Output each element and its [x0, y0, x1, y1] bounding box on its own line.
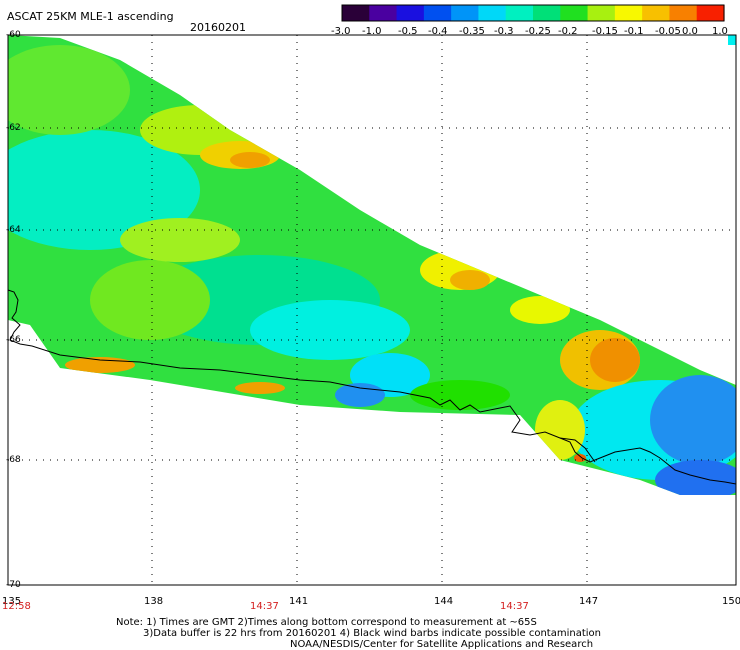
colorbar-swatch — [451, 5, 480, 21]
y-tick-label: -62 — [6, 123, 21, 133]
colorbar-swatch — [669, 5, 698, 21]
y-tick-label: -64 — [6, 225, 21, 235]
colorbar-swatch — [533, 5, 561, 21]
colorbar-swatch — [423, 5, 452, 21]
colorbar-label: 1.0 — [712, 26, 728, 37]
y-tick-label: -68 — [6, 455, 21, 465]
coastline-inlet — [559, 437, 596, 463]
colorbar-swatch — [369, 5, 398, 21]
y-tick-label: -70 — [6, 580, 21, 590]
colorbar — [341, 4, 725, 22]
footer-note-1: Note: 1) Times are GMT 2)Times along bot… — [116, 617, 537, 628]
x-tick-label: 144 — [434, 596, 454, 607]
colorbar-label: -1.0 — [362, 26, 382, 37]
colorbar-swatch — [587, 5, 616, 21]
colorbar-label: -0.25 — [525, 26, 551, 37]
x-tick-label: 147 — [579, 596, 599, 607]
colorbar-swatch — [560, 5, 589, 21]
y-tick-label: -66 — [6, 335, 21, 345]
colorbar-swatch — [614, 5, 643, 21]
map-date: 20160201 — [190, 21, 246, 34]
colorbar-label: -0.1 — [624, 26, 644, 37]
colorbar-label: -0.5 — [398, 26, 418, 37]
colorbar-swatch — [642, 5, 671, 21]
time-label: 14:37 — [500, 601, 529, 612]
colorbar-label: -0.15 — [592, 26, 618, 37]
colorbar-frame — [341, 4, 725, 22]
time-label: 14:37 — [250, 601, 279, 612]
colorbar-label: -0.35 — [459, 26, 485, 37]
x-tick-label: 141 — [289, 596, 309, 607]
colorbar-label: -0.05 — [655, 26, 681, 37]
x-tick-label: 135 — [2, 596, 22, 607]
coastline — [7, 289, 737, 485]
colorbar-swatch — [478, 5, 507, 21]
x-tick-label: 150 — [722, 596, 740, 607]
edge-pixel — [728, 35, 736, 45]
footer-note-2: 3)Data buffer is 22 hrs from 20160201 4)… — [143, 628, 601, 639]
time-label: 12:58 — [2, 601, 31, 612]
grid-lines — [8, 35, 736, 585]
colorbar-swatch — [396, 5, 425, 21]
colorbar-label: -3.0 — [331, 26, 351, 37]
colorbar-label: 0.0 — [682, 26, 698, 37]
map-title: ASCAT 25KM MLE-1 ascending — [7, 10, 174, 23]
footer-credit: NOAA/NESDIS/Center for Satellite Applica… — [290, 639, 594, 650]
colorbar-swatch — [696, 5, 725, 21]
colorbar-swatch — [342, 5, 370, 21]
y-tick-label: -60 — [6, 30, 21, 40]
x-tick-label: 138 — [144, 596, 164, 607]
colorbar-swatch — [505, 5, 534, 21]
colorbar-label: -0.4 — [428, 26, 448, 37]
colorbar-label: -0.3 — [494, 26, 514, 37]
map-frame — [7, 34, 737, 586]
colorbar-label: -0.2 — [558, 26, 578, 37]
data-swath — [8, 35, 736, 495]
